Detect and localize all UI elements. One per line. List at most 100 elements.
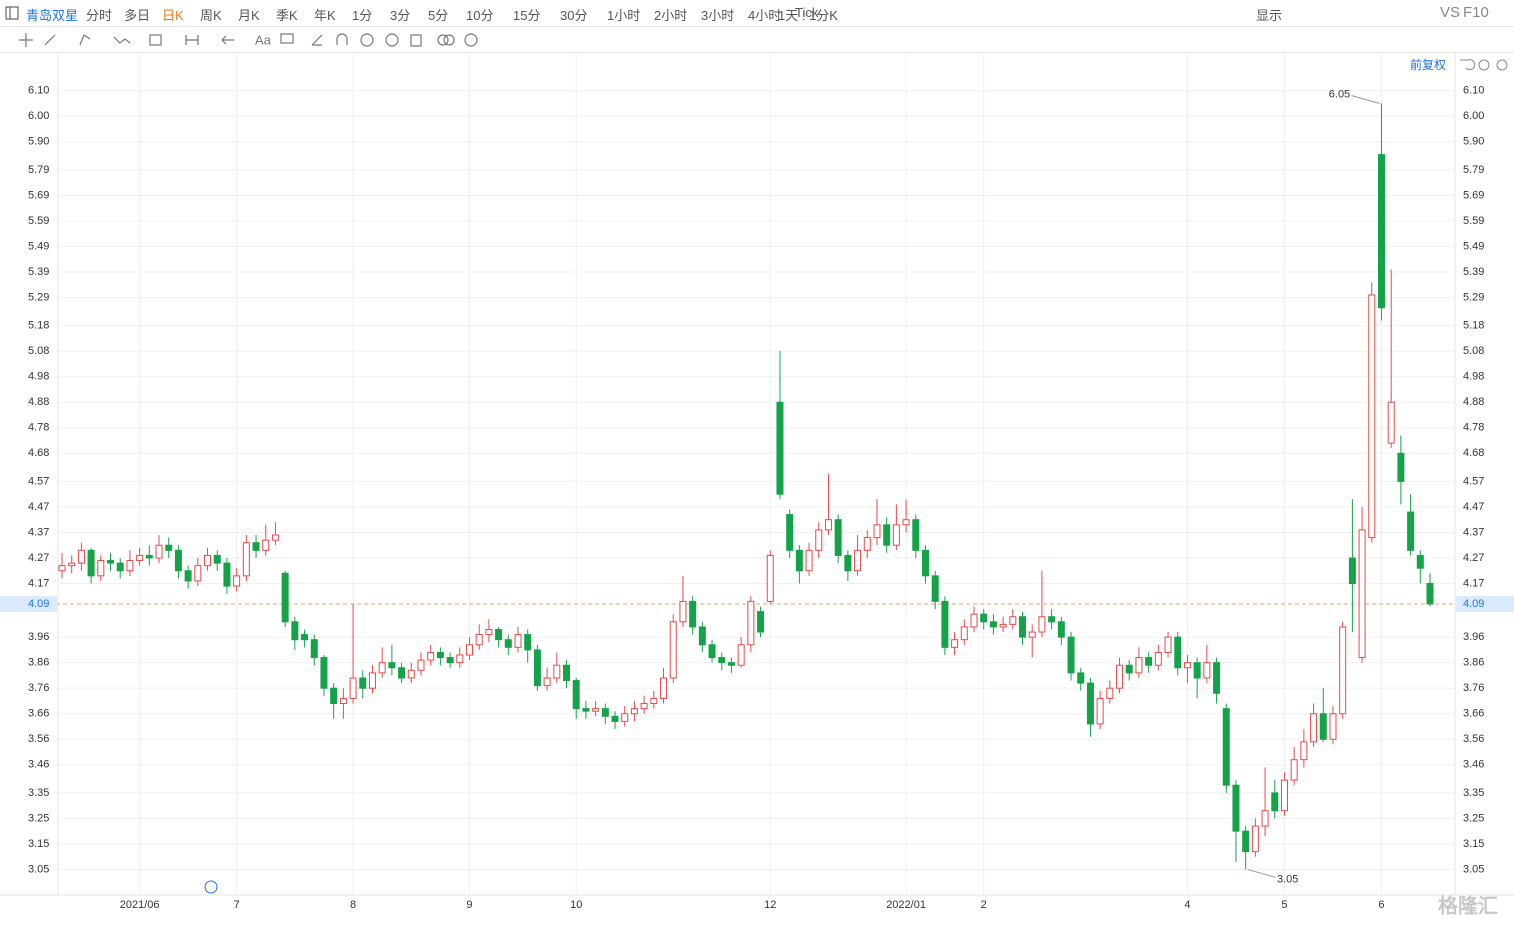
vs[interactable]: VS — [1440, 4, 1461, 21]
candle-body — [776, 401, 784, 495]
candle-body — [1416, 554, 1424, 569]
candle-body — [1028, 631, 1036, 638]
path-tool[interactable] — [79, 34, 91, 46]
y-tick-label: 4.98 — [28, 371, 49, 383]
period-tab[interactable]: 季K — [276, 8, 298, 23]
y-tick-label: 5.18 — [28, 320, 49, 332]
candle-body — [543, 677, 551, 687]
x-tick-label: 8 — [350, 899, 356, 911]
adjust-mode[interactable]: 前复权 — [1410, 57, 1446, 72]
delete-tool[interactable] — [410, 34, 422, 47]
move-tool[interactable] — [19, 33, 33, 47]
candle-body — [349, 677, 357, 699]
y-tick-label: 3.86 — [28, 657, 49, 669]
undo-icon[interactable] — [1460, 59, 1476, 71]
stock-name[interactable]: 青岛双星 — [26, 8, 79, 23]
display[interactable]: 显示 — [1256, 8, 1283, 23]
candle-body — [456, 654, 464, 664]
period-tab[interactable]: 日K — [162, 8, 184, 23]
line-tool[interactable] — [44, 34, 56, 46]
hide-tool[interactable] — [385, 33, 399, 47]
y2-tick-label: 3.05 — [1463, 863, 1484, 875]
y2-tick-label: 4.27 — [1463, 552, 1484, 564]
candle-body — [68, 562, 76, 567]
y-tick-label: 4.68 — [28, 447, 49, 459]
period-tab[interactable]: 周K — [200, 8, 222, 23]
candle-body — [1213, 662, 1221, 694]
period-tab[interactable]: 30分 — [560, 8, 588, 23]
period-tab[interactable]: 1分 — [352, 8, 373, 23]
candle-body — [921, 549, 929, 577]
period-tab[interactable]: 年K — [314, 8, 336, 23]
period-tab[interactable]: 多日 — [124, 8, 151, 23]
candle-body — [359, 677, 367, 689]
candle-body — [213, 554, 221, 564]
y2-tick-label: 4.98 — [1463, 371, 1484, 383]
candle-body — [1329, 713, 1337, 740]
candle-body — [1145, 657, 1153, 666]
candle-body — [1280, 779, 1288, 812]
period-tab[interactable]: 2小时 — [654, 8, 688, 23]
candle-body — [446, 657, 454, 664]
measure-tool[interactable] — [185, 35, 199, 45]
candle-body — [1009, 616, 1017, 625]
candle-body — [1174, 636, 1182, 669]
period-tab[interactable]: 3小时 — [701, 8, 735, 23]
period-tab[interactable]: Tick — [795, 5, 819, 20]
y2-tick-label: 3.96 — [1463, 631, 1484, 643]
candle-body — [737, 644, 745, 666]
candle-body — [485, 628, 493, 636]
period-tab[interactable]: 5分 — [428, 8, 449, 23]
compare-tool-2[interactable] — [443, 34, 455, 46]
compare-tool[interactable] — [437, 34, 449, 46]
settings-tool[interactable] — [464, 33, 478, 47]
y-tick-label: 3.35 — [28, 787, 49, 799]
lock-tool[interactable] — [360, 33, 374, 47]
period-tab[interactable]: 1小时 — [607, 8, 641, 23]
last-price-box — [1456, 595, 1514, 612]
candle-body — [1397, 452, 1405, 482]
period-tab[interactable]: 3分 — [390, 8, 411, 23]
f10[interactable]: F10 — [1463, 4, 1489, 21]
period-tab[interactable]: 15分 — [513, 8, 541, 23]
candle-body — [1077, 672, 1085, 684]
candle-body — [553, 664, 561, 679]
arrow-tool[interactable] — [221, 35, 234, 45]
candle-body — [514, 634, 522, 648]
panel-icon[interactable] — [5, 6, 19, 20]
y-tick-label: 4.78 — [28, 422, 49, 434]
y-tick-label: 3.56 — [28, 733, 49, 745]
ratio[interactable]: 1天 : 1分K — [778, 8, 838, 23]
candle-body — [572, 680, 580, 710]
angle-tool[interactable] — [311, 34, 323, 46]
y2-tick-label: 4.37 — [1463, 526, 1484, 538]
candle-body — [262, 539, 270, 551]
x-tick-label: 2022/01 — [886, 899, 926, 911]
period-tab[interactable]: 月K — [238, 8, 260, 23]
zoom-out-icon[interactable] — [1478, 59, 1490, 71]
magnet-tool[interactable] — [336, 33, 348, 45]
fib-tool[interactable] — [149, 34, 162, 46]
y2-tick-label: 4.88 — [1463, 396, 1484, 408]
candle-body — [533, 649, 541, 687]
candle-body — [1339, 626, 1347, 715]
period-tab[interactable]: 10分 — [466, 8, 494, 23]
text-tool[interactable]: Aa — [255, 32, 272, 47]
candle-body — [407, 669, 415, 679]
candle-body — [698, 626, 706, 646]
note-tool[interactable] — [280, 33, 294, 44]
y2-tick-label: 3.66 — [1463, 708, 1484, 720]
candle-body — [640, 703, 648, 710]
period-tab[interactable]: 4小时 — [748, 8, 782, 23]
high-label: 6.05 — [1329, 88, 1350, 100]
candle-body — [815, 529, 823, 551]
y2-tick-label: 5.69 — [1463, 189, 1484, 201]
wave-tool[interactable] — [113, 36, 131, 44]
zoom-in-icon[interactable] — [1496, 59, 1508, 71]
event-marker[interactable] — [204, 880, 218, 894]
candle-body — [611, 715, 619, 722]
candle-body — [766, 554, 774, 602]
period-tab[interactable]: 分时 — [86, 8, 113, 23]
candle-body — [165, 544, 173, 551]
candle-body — [747, 600, 755, 646]
